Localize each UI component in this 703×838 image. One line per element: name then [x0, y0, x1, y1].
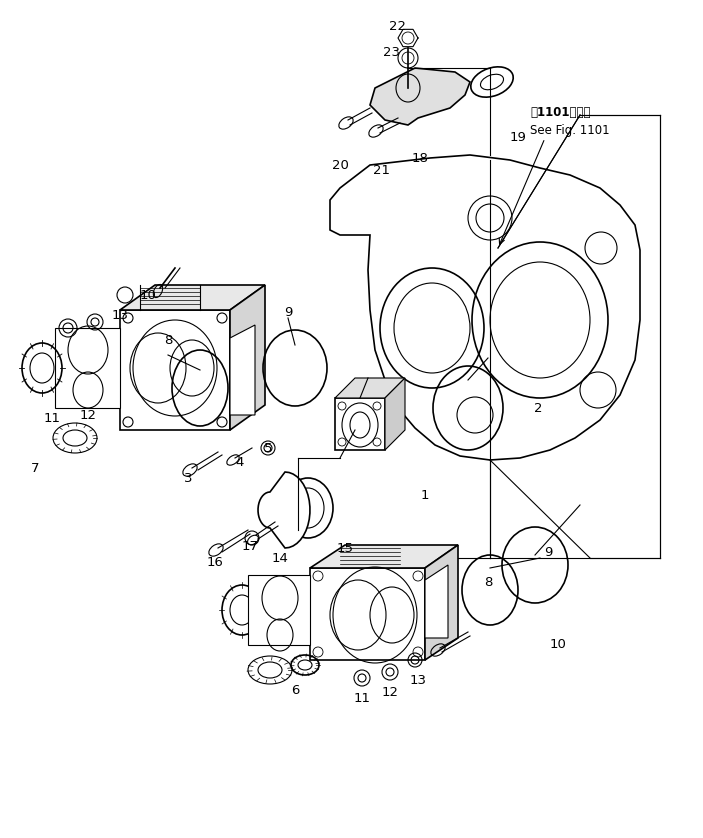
Text: 2: 2 [534, 401, 542, 415]
Polygon shape [330, 155, 640, 460]
Polygon shape [335, 378, 405, 398]
Text: 10: 10 [550, 638, 567, 650]
Text: 22: 22 [389, 19, 406, 33]
Polygon shape [310, 545, 458, 568]
Text: 12: 12 [79, 408, 96, 422]
Text: 12: 12 [382, 685, 399, 699]
Polygon shape [230, 285, 265, 430]
Text: 15: 15 [337, 541, 354, 555]
Text: 23: 23 [384, 45, 401, 59]
Text: See Fig. 1101: See Fig. 1101 [530, 123, 610, 137]
Polygon shape [385, 378, 405, 450]
Text: 20: 20 [332, 158, 349, 172]
Text: 13: 13 [112, 308, 129, 322]
Polygon shape [425, 565, 448, 638]
Text: 8: 8 [164, 334, 172, 346]
Text: 16: 16 [207, 556, 224, 568]
Text: 11: 11 [44, 411, 60, 425]
Polygon shape [120, 310, 230, 430]
Text: 第1101図参照: 第1101図参照 [530, 106, 591, 118]
Text: 7: 7 [31, 462, 39, 474]
Text: 8: 8 [484, 577, 492, 589]
Text: 13: 13 [410, 674, 427, 686]
Polygon shape [258, 472, 310, 548]
Text: 10: 10 [140, 288, 157, 302]
Text: 18: 18 [411, 152, 428, 164]
Text: 1: 1 [421, 489, 430, 501]
Text: 9: 9 [544, 546, 552, 560]
Text: 14: 14 [271, 551, 288, 565]
Polygon shape [310, 568, 425, 660]
Polygon shape [55, 328, 120, 408]
Text: 6: 6 [291, 684, 299, 696]
Text: 4: 4 [236, 456, 244, 468]
Text: 5: 5 [264, 442, 272, 454]
Text: 19: 19 [510, 131, 527, 143]
Text: 9: 9 [284, 306, 292, 318]
Text: 17: 17 [242, 541, 259, 554]
Polygon shape [248, 575, 310, 645]
Text: 11: 11 [354, 691, 370, 705]
Polygon shape [425, 545, 458, 660]
Polygon shape [370, 68, 470, 125]
Text: 3: 3 [183, 472, 192, 484]
Polygon shape [230, 325, 255, 415]
Polygon shape [335, 398, 385, 450]
Polygon shape [120, 285, 265, 310]
Text: 21: 21 [373, 163, 390, 177]
